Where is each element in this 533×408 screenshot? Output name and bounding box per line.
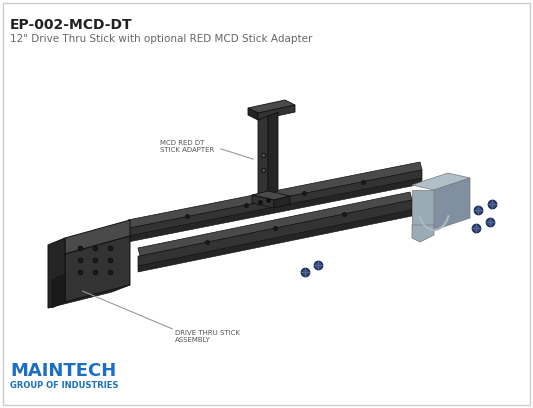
Polygon shape <box>128 162 422 228</box>
Text: MAINTECH: MAINTECH <box>10 362 116 380</box>
Polygon shape <box>52 274 65 308</box>
Text: DRIVE THRU STICK
ASSEMBLY: DRIVE THRU STICK ASSEMBLY <box>175 330 240 343</box>
Text: EP-002-MCD-DT: EP-002-MCD-DT <box>10 18 133 32</box>
Polygon shape <box>128 178 422 242</box>
Text: GROUP OF INDUSTRIES: GROUP OF INDUSTRIES <box>10 381 118 390</box>
Polygon shape <box>412 190 434 230</box>
Polygon shape <box>138 192 412 256</box>
Polygon shape <box>258 105 295 120</box>
Polygon shape <box>65 220 130 254</box>
Polygon shape <box>248 108 258 120</box>
Polygon shape <box>48 238 65 308</box>
Polygon shape <box>138 200 412 266</box>
Polygon shape <box>65 236 130 302</box>
Text: MCD RED DT
STICK ADAPTER: MCD RED DT STICK ADAPTER <box>160 140 214 153</box>
Polygon shape <box>268 112 278 195</box>
Polygon shape <box>248 100 295 113</box>
Polygon shape <box>48 285 130 308</box>
Polygon shape <box>128 170 422 236</box>
Polygon shape <box>412 173 470 190</box>
Polygon shape <box>252 191 290 200</box>
Polygon shape <box>252 195 274 208</box>
Polygon shape <box>138 210 412 272</box>
Polygon shape <box>274 196 290 208</box>
Polygon shape <box>258 116 268 199</box>
Polygon shape <box>434 178 470 230</box>
Text: 12" Drive Thru Stick with optional RED MCD Stick Adapter: 12" Drive Thru Stick with optional RED M… <box>10 34 312 44</box>
Polygon shape <box>412 225 434 242</box>
